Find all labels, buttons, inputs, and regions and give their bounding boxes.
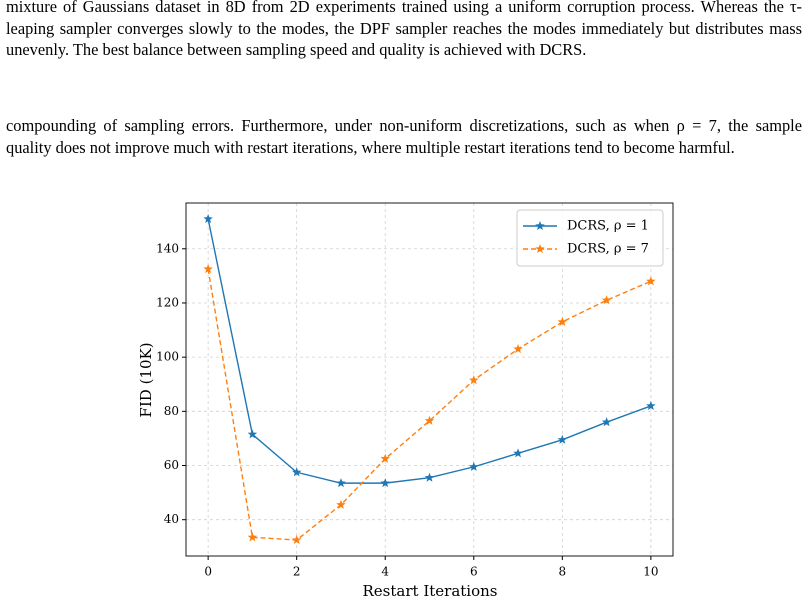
legend-label: DCRS, ρ = 7 — [567, 242, 649, 257]
x-tick-label: 8 — [558, 565, 566, 579]
point-marker — [513, 344, 523, 354]
paragraph: compounding of sampling errors. Furtherm… — [6, 116, 802, 157]
point-marker — [424, 472, 435, 482]
point-marker — [380, 453, 390, 463]
y-tick-label: 80 — [164, 404, 179, 418]
point-marker — [247, 532, 258, 542]
point-marker — [646, 400, 656, 410]
legend-label: DCRS, ρ = 1 — [567, 219, 649, 234]
paragraph: mixture of Gaussians dataset in 8D from … — [6, 0, 802, 60]
point-marker — [291, 535, 302, 545]
point-marker — [601, 417, 612, 427]
x-tick-label: 6 — [470, 565, 478, 579]
legend-box — [516, 209, 664, 267]
legend-marker — [535, 244, 545, 254]
point-marker — [203, 213, 213, 224]
point-marker — [336, 478, 346, 488]
plot-frame — [185, 202, 674, 557]
point-marker — [336, 499, 346, 509]
point-marker — [424, 415, 435, 425]
point-marker — [469, 461, 479, 471]
point-marker — [601, 295, 612, 305]
legend-marker — [535, 221, 545, 231]
x-tick-label: 2 — [293, 565, 301, 579]
point-marker — [380, 478, 390, 488]
y-axis-label: FID (10K) — [137, 342, 155, 417]
x-axis-label: Restart Iterations — [363, 582, 498, 600]
point-marker — [469, 375, 479, 385]
series-line — [207, 268, 652, 541]
point-marker — [203, 264, 213, 274]
y-tick-label: 60 — [164, 458, 179, 472]
point-marker — [247, 429, 258, 439]
x-tick-label: 4 — [381, 565, 389, 579]
y-tick-label: 120 — [156, 295, 179, 309]
y-tick-label: 140 — [156, 241, 179, 255]
point-marker — [513, 448, 523, 458]
point-marker — [557, 434, 568, 444]
point-marker — [646, 276, 656, 286]
point-marker — [291, 467, 302, 477]
x-tick-label: 0 — [204, 565, 212, 579]
y-tick-label: 40 — [164, 512, 179, 526]
y-tick-label: 100 — [156, 350, 179, 364]
x-tick-label: 10 — [643, 565, 658, 579]
point-marker — [557, 316, 568, 326]
